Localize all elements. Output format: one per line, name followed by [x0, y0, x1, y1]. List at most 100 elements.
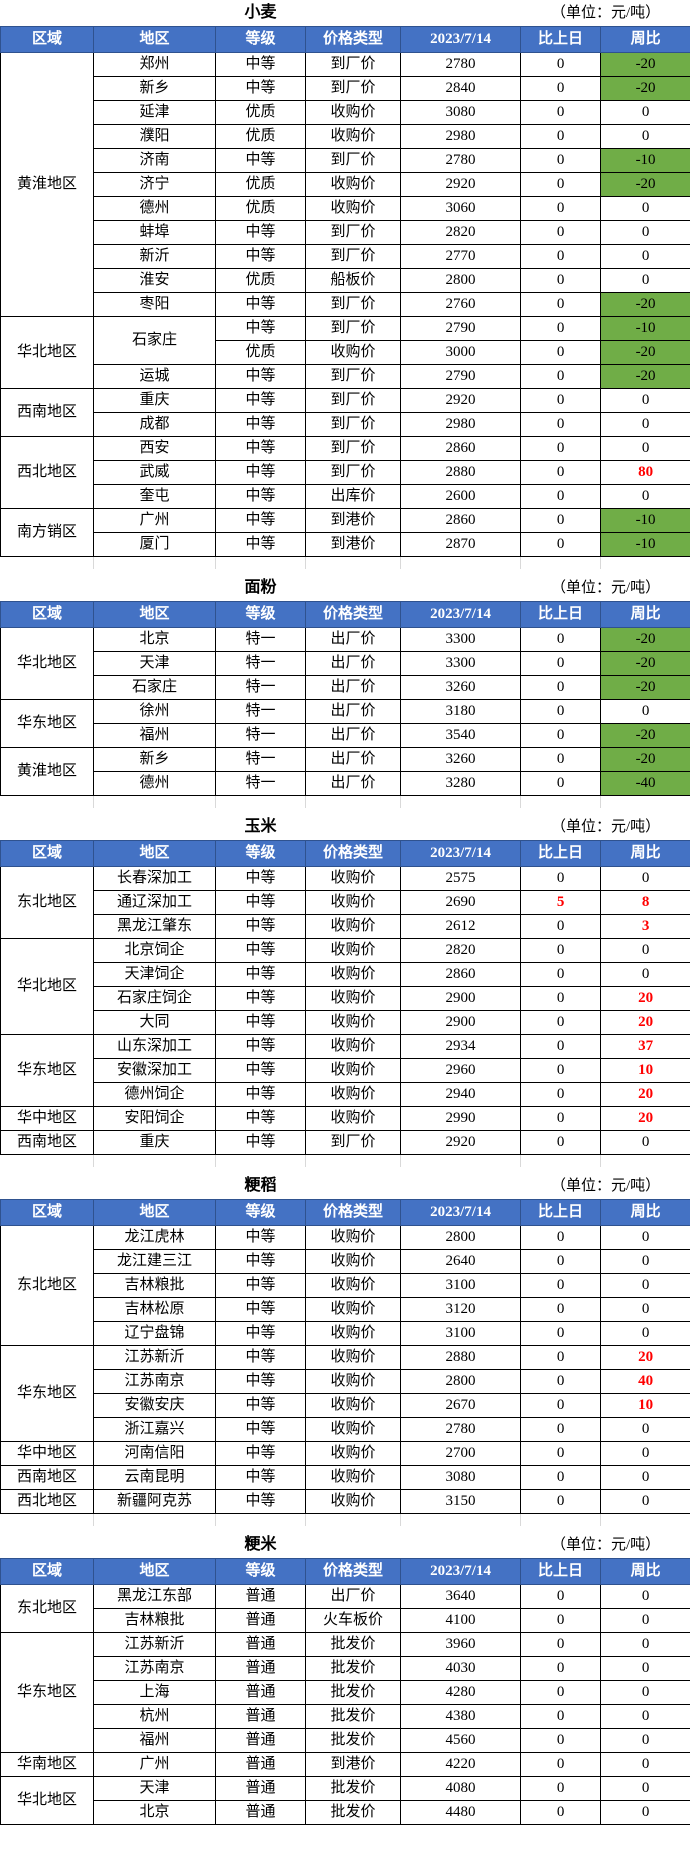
- column-header-6: 周比: [600, 601, 690, 628]
- week-change-cell: -20: [600, 76, 690, 101]
- price-type-cell: 收购价: [305, 1225, 401, 1250]
- grade-cell: 普通: [215, 1680, 306, 1705]
- price-type-cell: 收购价: [305, 1321, 401, 1346]
- week-change-cell: -20: [600, 675, 690, 700]
- price-cell: 2600: [399, 484, 522, 509]
- grade-cell: 中等: [215, 1465, 306, 1490]
- grade-cell: 特一: [215, 699, 306, 724]
- day-change-cell: 0: [520, 675, 602, 700]
- day-change-cell: 0: [520, 866, 602, 891]
- column-header-4: 2023/7/14: [399, 601, 522, 628]
- table-row: 武威 中等 到厂价 2880 0 80: [1, 460, 690, 485]
- area-cell: 厦门: [93, 532, 216, 557]
- price-type-cell: 出厂价: [305, 747, 401, 772]
- price-cell: 3300: [399, 627, 522, 652]
- week-change-cell: 0: [600, 1632, 690, 1657]
- price-type-cell: 收购价: [305, 1010, 401, 1035]
- area-cell: 新乡: [93, 76, 216, 101]
- grade-cell: 优质: [215, 340, 306, 365]
- region-cell: 西南地区: [0, 1130, 94, 1155]
- price-type-cell: 出厂价: [305, 651, 401, 676]
- region-cell: 华东地区: [0, 699, 94, 748]
- grade-cell: 中等: [215, 364, 306, 389]
- table-row: 华北地区 天津 普通 批发价 4080 0 0: [0, 1776, 690, 1825]
- area-cell: 吉林粮批: [93, 1273, 216, 1298]
- grade-cell: 特一: [215, 651, 306, 676]
- area-cell: 黑龙江东部: [93, 1584, 216, 1609]
- week-change-cell: -10: [600, 316, 690, 341]
- price-type-cell: 收购价: [305, 1106, 401, 1131]
- price-type-cell: 收购价: [305, 962, 401, 987]
- price-cell: 2780: [399, 52, 522, 77]
- price-type-cell: 批发价: [305, 1776, 401, 1801]
- table-row: 新乡 中等 到厂价 2840 0 -20: [1, 76, 690, 101]
- table-header-row: 区域 地区 等级 价格类型 2023/7/14 比上日 周比: [0, 26, 690, 53]
- unit-label: （单位：元/吨）: [520, 575, 690, 602]
- spacer-cell: [0, 1155, 93, 1167]
- price-type-cell: 到厂价: [305, 148, 401, 173]
- table-row: 东北地区 长春深加工 中等 收购价 2575 0 0: [0, 866, 690, 939]
- column-header-2: 等级: [215, 1558, 306, 1585]
- day-change-cell: 0: [520, 914, 602, 939]
- price-cell: 3080: [399, 100, 522, 125]
- column-header-4: 2023/7/14: [399, 1199, 522, 1226]
- day-change-cell: 0: [520, 1656, 602, 1681]
- week-change-cell: 0: [600, 1608, 690, 1633]
- area-cell: 江苏南京: [93, 1369, 216, 1394]
- price-type-cell: 出厂价: [305, 627, 401, 652]
- price-cell: 3960: [399, 1632, 522, 1657]
- price-type-cell: 收购价: [305, 172, 401, 197]
- week-change-cell: 0: [600, 484, 690, 509]
- grade-cell: 中等: [215, 508, 306, 533]
- day-change-cell: 0: [520, 627, 602, 652]
- area-cell: 辽宁盘锦: [93, 1321, 216, 1346]
- column-header-4: 2023/7/14: [399, 1558, 522, 1585]
- grade-cell: 中等: [215, 1489, 306, 1514]
- grade-cell: 中等: [215, 220, 306, 245]
- grade-cell: 中等: [215, 52, 306, 77]
- price-type-cell: 出厂价: [305, 771, 401, 796]
- day-change-cell: 5: [520, 890, 602, 915]
- day-change-cell: 0: [520, 1417, 602, 1442]
- spacer-cell: [399, 557, 521, 569]
- price-type-cell: 到厂价: [305, 52, 401, 77]
- column-header-2: 等级: [215, 601, 306, 628]
- price-type-cell: 收购价: [305, 1082, 401, 1107]
- week-change-cell: 0: [600, 220, 690, 245]
- grade-cell: 优质: [215, 268, 306, 293]
- area-cell: 龙江虎林: [93, 1225, 216, 1250]
- table-row: 天津 特一 出厂价 3300 0 -20: [1, 651, 690, 676]
- table-row: 延津 优质 收购价 3080 0 0: [1, 100, 690, 125]
- area-cell: 济南: [93, 148, 216, 173]
- region-cell: 西北地区: [0, 1489, 94, 1514]
- price-cell: 2990: [399, 1106, 522, 1131]
- week-change-cell: 0: [600, 388, 690, 413]
- grade-cell: 普通: [215, 1584, 306, 1609]
- area-cell: 龙江建三江: [93, 1249, 216, 1274]
- area-cell: 大同: [93, 1010, 216, 1035]
- price-cell: 2920: [399, 172, 522, 197]
- grade-cell: 中等: [215, 460, 306, 485]
- area-cell: 徐州: [93, 699, 216, 724]
- region-cell: 华东地区: [0, 1034, 94, 1107]
- area-cell: 福州: [93, 1728, 216, 1753]
- price-cell: 2670: [399, 1393, 522, 1418]
- grade-cell: 中等: [215, 1082, 306, 1107]
- week-change-cell: -10: [600, 532, 690, 557]
- column-header-4: 2023/7/14: [399, 26, 522, 53]
- price-cell: 4030: [399, 1656, 522, 1681]
- area-cell: 德州: [93, 771, 216, 796]
- day-change-cell: 0: [520, 484, 602, 509]
- week-change-cell: 0: [600, 436, 690, 461]
- price-cell: 2780: [399, 148, 522, 173]
- week-change-cell: -10: [600, 148, 690, 173]
- commodity-title: 小麦: [0, 0, 521, 27]
- price-type-cell: 收购价: [305, 1297, 401, 1322]
- week-change-cell: -20: [600, 364, 690, 389]
- spacer-cell: [304, 1155, 401, 1167]
- grade-cell: 中等: [215, 890, 306, 915]
- table-row: 华南地区 广州 普通 到港价 4220 0 0: [0, 1752, 690, 1777]
- column-header-0: 区域: [0, 601, 94, 628]
- table-row: 华东地区 江苏新沂 普通 批发价 3960 0 0: [0, 1632, 690, 1753]
- spacer-cell: [399, 1514, 521, 1526]
